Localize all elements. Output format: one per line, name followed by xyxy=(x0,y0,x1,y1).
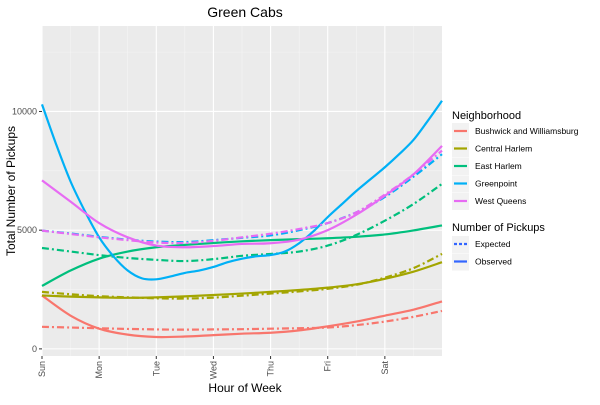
x-tick-label: Wed xyxy=(208,361,218,379)
legend-label-bushwick-and-williamsburg: Bushwick and Williamsburg xyxy=(475,126,579,136)
y-tick-label: 10000 xyxy=(12,106,37,116)
series-lines xyxy=(40,100,443,339)
legend-label-west-queens: West Queens xyxy=(475,196,526,206)
x-axis-label: Hour of Week xyxy=(208,381,282,395)
x-tick-label: Fri xyxy=(323,361,333,372)
series-line-central-harlem-expected xyxy=(41,252,443,300)
chart-title: Green Cabs xyxy=(207,4,282,20)
x-tick-label: Mon xyxy=(94,361,104,379)
x-tick-label: Sun xyxy=(37,361,47,377)
series-line-east-harlem-expected xyxy=(41,182,443,263)
y-tick-label: 0 xyxy=(32,344,37,354)
legend: Neighborhood Number of Pickups Bushwick … xyxy=(452,110,579,271)
y-tick-label: 5000 xyxy=(17,225,37,235)
grid-lines xyxy=(41,26,442,356)
series-line-bushwick-and-williamsburg-expected xyxy=(41,309,443,331)
axes: 0 5000 10000 Sun Mon Tue Wed Thu Fri Sat xyxy=(12,106,390,379)
legend-label-greenpoint: Greenpoint xyxy=(475,179,518,189)
x-tick-label: Thu xyxy=(266,361,276,377)
x-tick-label: Sat xyxy=(380,361,390,375)
legend-neighborhood-title: Neighborhood xyxy=(452,110,521,122)
x-tick-label: Tue xyxy=(151,361,161,376)
legend-label-east-harlem: East Harlem xyxy=(475,161,522,171)
series-line-west-queens-observed xyxy=(41,145,443,249)
legend-pickups-title: Number of Pickups xyxy=(452,222,545,234)
series-line-bushwick-and-williamsburg-observed xyxy=(41,294,443,339)
y-axis-label: Total Number of Pickups xyxy=(4,126,18,256)
legend-label-expected: Expected xyxy=(475,239,511,249)
series-line-greenpoint-observed xyxy=(40,100,443,281)
series-line-west-queens-expected xyxy=(41,149,443,245)
legend-label-central-harlem: Central Harlem xyxy=(475,144,532,154)
legend-label-observed: Observed xyxy=(475,257,512,267)
